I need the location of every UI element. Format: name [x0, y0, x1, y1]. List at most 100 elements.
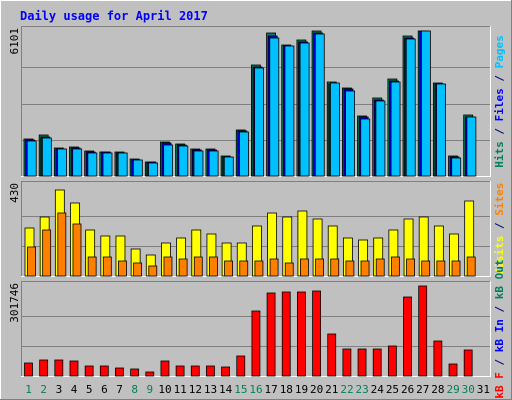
bar-pages: [299, 42, 310, 177]
bar-kb-f: [206, 365, 215, 377]
bar-sites: [406, 258, 415, 277]
day-label: 9: [147, 383, 154, 396]
bar-kb-f: [221, 366, 230, 377]
bar-sites: [118, 260, 127, 277]
bar-kb-f: [327, 333, 337, 377]
bar-pages: [330, 82, 340, 177]
bar-kb-f: [175, 365, 185, 377]
bar-pages: [223, 156, 234, 177]
bar-sites: [163, 256, 173, 277]
bar-sites: [42, 229, 52, 277]
bar-kb-f: [418, 285, 428, 377]
bar-pages: [451, 157, 462, 177]
bar-kb-f: [84, 365, 94, 377]
bar-sites: [254, 260, 264, 277]
day-label: 16: [249, 383, 262, 396]
day-label: 5: [86, 383, 93, 396]
bar-kb-f: [403, 296, 412, 377]
bar-sites: [315, 258, 324, 277]
day-label: 3: [56, 383, 63, 396]
legend-item: /: [493, 216, 506, 236]
bar-pages: [87, 152, 98, 177]
bar-kb-f: [190, 365, 200, 377]
bar-kb-f: [266, 292, 276, 377]
bar-kb-f: [387, 345, 397, 377]
scale-label: 6101: [8, 28, 21, 55]
day-label: 10: [158, 383, 171, 396]
day-label: 26: [401, 383, 414, 396]
day-label: 24: [371, 383, 385, 396]
bar-pages: [360, 118, 371, 177]
day-label: 28: [431, 383, 444, 396]
bar-pages: [57, 148, 67, 177]
bar-kb-f: [54, 359, 64, 377]
legend-item: /: [493, 352, 506, 372]
bar-sites: [451, 260, 461, 277]
scale-label: 301746: [8, 283, 21, 323]
bar-kb-f: [115, 367, 124, 377]
day-label: 21: [325, 383, 338, 396]
bar-kb-f: [236, 355, 246, 377]
legend-item: /: [493, 299, 506, 319]
legend-item: Files: [493, 88, 506, 121]
bar-kb-f: [357, 348, 367, 377]
bar-sites: [421, 260, 431, 277]
bar-pages: [148, 162, 158, 177]
bar-pages: [420, 30, 431, 177]
bar-pages: [345, 90, 355, 177]
day-label: 29: [446, 383, 459, 396]
legend-item: Visits: [493, 236, 506, 276]
bar-kb-f: [39, 359, 49, 377]
series-legend: Hits / Files / Pages: [493, 35, 506, 168]
legend-item: /: [493, 68, 506, 88]
legend-item: Sites: [493, 183, 506, 216]
bar-pages: [269, 37, 280, 177]
day-label: 25: [386, 383, 399, 396]
bar-sites: [102, 256, 112, 277]
day-label: 30: [462, 383, 475, 396]
bar-sites: [72, 223, 82, 277]
bar-kb-f: [372, 348, 382, 377]
day-label: 13: [204, 383, 217, 396]
day-label: 12: [189, 383, 202, 396]
bar-pages: [41, 137, 52, 177]
bar-kb-f: [433, 340, 443, 377]
bar-sites: [375, 258, 385, 277]
bar-pages: [102, 152, 113, 177]
day-label: 6: [101, 383, 108, 396]
day-label: 22: [340, 383, 353, 396]
bar-kb-f: [69, 360, 79, 377]
day-label: 7: [116, 383, 123, 396]
day-label: 31: [477, 383, 490, 396]
series-legend: Visits / Sites: [493, 183, 506, 276]
bar-kb-f: [160, 360, 170, 377]
day-label: 11: [174, 383, 187, 396]
bar-sites: [57, 212, 67, 277]
bar-sites: [27, 246, 36, 277]
day-label: 19: [295, 383, 308, 396]
bar-kb-f: [99, 365, 109, 377]
legend-item: kB F: [493, 372, 506, 399]
bar-sites: [87, 256, 97, 277]
bar-kb-f: [448, 363, 458, 377]
bar-pages: [375, 100, 386, 177]
bar-sites: [178, 258, 188, 277]
bar-pages: [132, 159, 143, 177]
bar-pages: [163, 144, 174, 177]
chart-panel: 6101 Hits / Files / Pages: [8, 26, 506, 177]
bar-pages: [405, 38, 416, 177]
chart-panel: 430 Visits / Sites: [8, 181, 506, 277]
bar-kb-f: [130, 368, 140, 377]
day-label: 23: [356, 383, 369, 396]
bar-sites: [239, 260, 249, 277]
day-label: 8: [131, 383, 138, 396]
bar-sites: [466, 256, 476, 277]
bar-kb-f: [342, 348, 352, 377]
day-label: 1: [25, 383, 32, 396]
bar-pages: [193, 150, 204, 177]
bar-kb-f: [297, 291, 306, 377]
day-label: 17: [265, 383, 278, 396]
bar-kb-f: [251, 310, 261, 377]
